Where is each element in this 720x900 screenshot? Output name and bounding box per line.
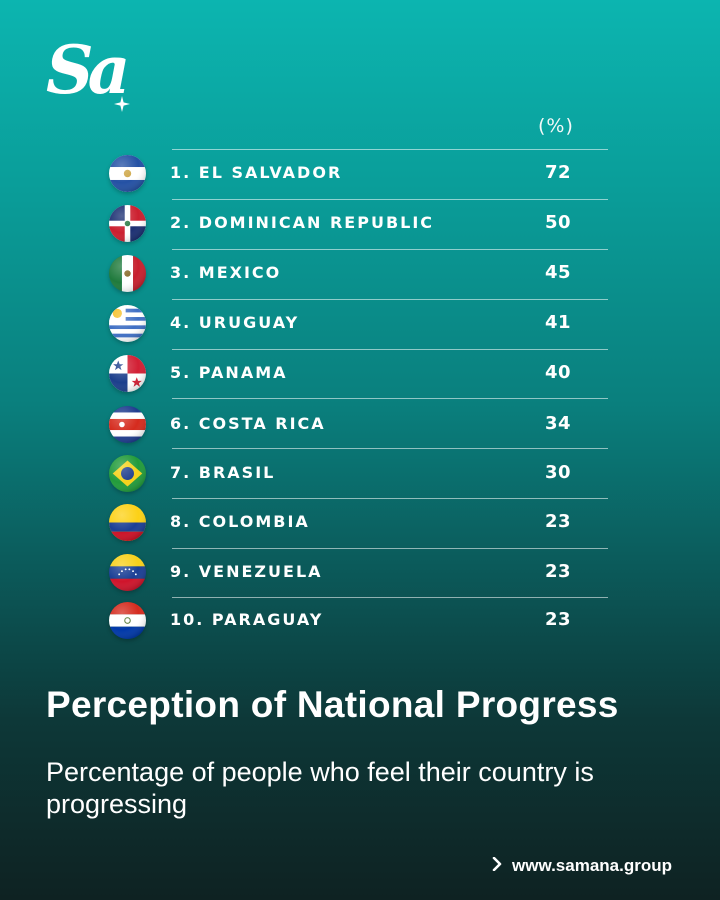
value-label: 34 — [545, 413, 572, 434]
costa-rica-flag-icon — [109, 406, 146, 443]
samana-logo: Sa — [44, 30, 154, 116]
country-label: 4. URUGUAY — [170, 313, 300, 332]
value-label: 23 — [545, 561, 572, 582]
row-divider — [172, 597, 608, 598]
unit-label: (%) — [538, 115, 574, 137]
country-label: 3. MEXICO — [170, 263, 282, 282]
value-label: 45 — [545, 262, 572, 283]
colombia-flag-icon — [109, 504, 146, 541]
panama-flag-icon — [109, 355, 146, 392]
value-label: 23 — [545, 609, 572, 630]
sparkle-icon — [114, 96, 130, 112]
website-link[interactable]: www.samana.group — [492, 856, 672, 876]
logo-mark: Sa — [46, 31, 130, 109]
value-label: 40 — [545, 362, 572, 383]
country-label: 10. PARAGUAY — [170, 610, 324, 629]
value-label: 72 — [545, 162, 572, 183]
row-divider — [172, 249, 608, 250]
value-label: 41 — [545, 312, 572, 333]
el-salvador-flag-icon — [109, 155, 146, 192]
row-divider — [172, 199, 608, 200]
row-divider — [172, 448, 608, 449]
venezuela-flag-icon — [109, 554, 146, 591]
chart-title: Perception of National Progress — [46, 684, 619, 725]
row-divider — [172, 299, 608, 300]
country-label: 8. COLOMBIA — [170, 512, 310, 531]
value-label: 50 — [545, 212, 572, 233]
row-divider — [172, 398, 608, 399]
value-label: 30 — [545, 462, 572, 483]
row-divider — [172, 548, 608, 549]
country-label: 6. COSTA RICA — [170, 414, 326, 433]
ranking-table: 1. EL SALVADOR 72 2. DOMINICAN REPUBLIC 50 3… — [109, 149, 608, 639]
dominican-republic-flag-icon — [109, 205, 146, 242]
country-label: 5. PANAMA — [170, 363, 288, 382]
brazil-flag-icon — [109, 455, 146, 492]
chart-subtitle: Percentage of people who feel their coun… — [46, 757, 594, 819]
uruguay-flag-icon — [109, 305, 146, 342]
row-divider — [172, 149, 608, 150]
value-label: 23 — [545, 511, 572, 532]
row-divider — [172, 498, 608, 499]
country-label: 2. DOMINICAN REPUBLIC — [170, 213, 435, 232]
chevron-right-icon — [492, 856, 502, 876]
country-label: 7. BRASIL — [170, 463, 276, 482]
website-url: www.samana.group — [512, 856, 672, 875]
mexico-flag-icon — [109, 255, 146, 292]
row-divider — [172, 349, 608, 350]
country-label: 1. EL SALVADOR — [170, 163, 343, 182]
country-label: 9. VENEZUELA — [170, 562, 323, 581]
paraguay-flag-icon — [109, 602, 146, 639]
